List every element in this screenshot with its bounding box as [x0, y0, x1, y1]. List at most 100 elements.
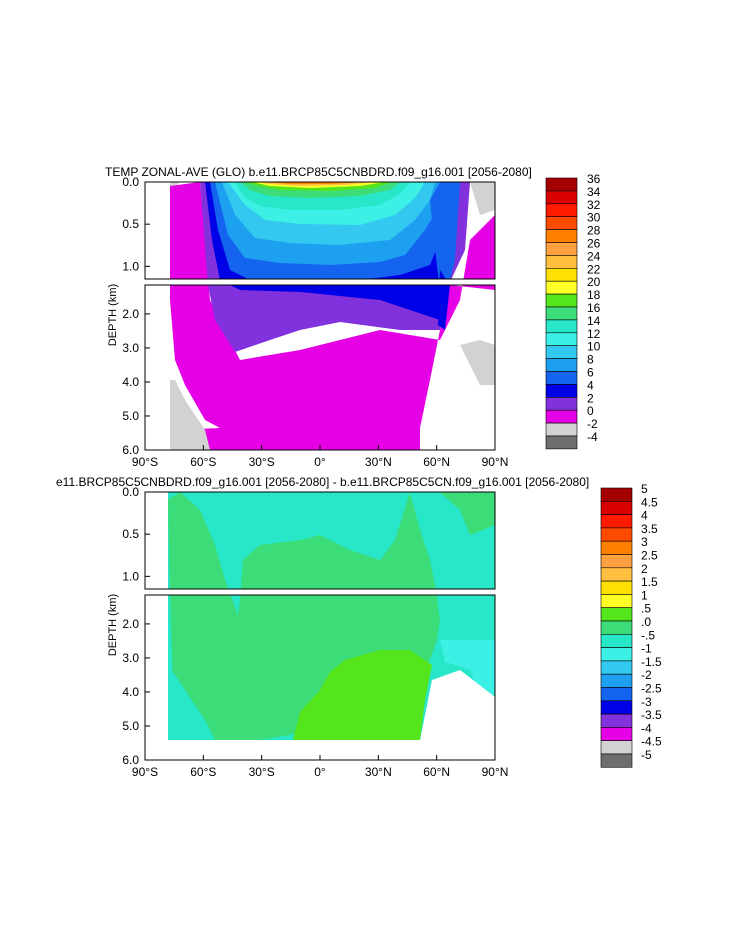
colorbar-label: -5 — [641, 748, 652, 762]
colorbar-swatch — [600, 527, 633, 542]
colorbar-swatch — [545, 203, 578, 218]
panel2-ylabel: DEPTH (km) — [107, 594, 119, 656]
colorbar-swatch — [600, 554, 633, 569]
colorbar-label: 30 — [587, 211, 601, 225]
colorbar-label: 4.5 — [641, 495, 658, 509]
colorbar-swatch — [600, 687, 633, 702]
colorbar-label: 16 — [587, 301, 601, 315]
colorbar-label: 2.5 — [641, 549, 658, 563]
colorbar-label: -2 — [587, 417, 598, 431]
x-tick-label: 60°S — [190, 455, 216, 469]
colorbar-swatch — [545, 384, 578, 398]
colorbar-swatch — [545, 319, 578, 334]
colorbar-label: 0 — [587, 404, 594, 418]
colorbar-swatch — [545, 396, 578, 411]
x-tick-label: 90°N — [482, 455, 509, 469]
colorbar-label: -1.5 — [641, 655, 662, 669]
x-tick-label: 0° — [314, 765, 326, 779]
colorbar-swatch — [600, 607, 633, 622]
panel2-depth-break — [145, 589, 495, 595]
colorbar-label: 1 — [641, 588, 648, 602]
colorbar-swatch — [600, 500, 633, 515]
colorbar-swatch — [600, 567, 633, 582]
colorbar-label: 28 — [587, 224, 601, 238]
y-tick-label: 5.0 — [122, 719, 139, 733]
x-tick-label: 90°N — [482, 765, 509, 779]
colorbar-swatch — [600, 594, 633, 609]
colorbar-label: -1 — [641, 642, 652, 656]
colorbar-label: .0 — [641, 615, 651, 629]
colorbar-swatch — [545, 190, 578, 205]
colorbar-swatch — [545, 280, 578, 295]
colorbar-label: -4 — [641, 721, 652, 735]
y-tick-label: 2.0 — [122, 617, 139, 631]
x-tick-label: 60°N — [423, 455, 450, 469]
colorbar-label: -4 — [587, 430, 598, 444]
y-tick-label: 6.0 — [122, 443, 139, 457]
colorbar-swatch — [545, 435, 578, 450]
colorbar-label: 24 — [587, 249, 601, 263]
colorbar-label: 2 — [641, 562, 648, 576]
colorbar-swatch — [545, 371, 578, 385]
y-tick-label: 0.5 — [122, 217, 139, 231]
colorbar-swatch — [600, 673, 633, 688]
y-tick-label: 1.0 — [122, 259, 139, 273]
colorbar-swatch — [600, 713, 633, 728]
y-tick-label: 2.0 — [122, 307, 139, 321]
colorbar-label: 2 — [587, 391, 594, 405]
x-tick-label: 90°S — [132, 455, 158, 469]
x-tick-label: 60°S — [190, 765, 216, 779]
colorbar-swatch — [600, 647, 633, 662]
panel1-y-axis: 0.0 0.5 1.0 2.0 3.0 4.0 5.0 6.0 — [122, 175, 150, 457]
y-tick-label: 4.0 — [122, 375, 139, 389]
colorbar-label: 34 — [587, 185, 601, 199]
y-tick-label: 0.5 — [122, 527, 139, 541]
colorbar-swatch — [600, 660, 633, 675]
x-tick-label: 0° — [314, 455, 326, 469]
colorbar-swatch — [545, 216, 578, 230]
colorbar-label: 3 — [641, 535, 648, 549]
panel2-y-axis: 0.0 0.5 1.0 2.0 3.0 4.0 5.0 6.0 — [122, 485, 150, 767]
colorbar-label: 1.5 — [641, 575, 658, 589]
colorbar-swatch — [545, 332, 578, 346]
panel2-upper-frame — [144, 491, 496, 590]
colorbar-swatch — [600, 740, 633, 755]
y-tick-label: 0.0 — [122, 485, 139, 499]
colorbar-label: -2.5 — [641, 682, 662, 696]
x-tick-label: 60°N — [423, 765, 450, 779]
colorbar-label: -3 — [641, 695, 652, 709]
colorbar-label: 32 — [587, 198, 601, 212]
panel1-x-axis: 90°S 60°S 30°S 0° 30°N 60°N 90°N — [132, 445, 508, 469]
colorbar-swatch — [545, 293, 578, 308]
y-tick-label: 0.0 — [122, 175, 139, 189]
colorbar-swatch — [545, 267, 578, 282]
colorbar-label: 4 — [587, 378, 594, 392]
x-tick-label: 30°N — [365, 455, 392, 469]
colorbar-label: 6 — [587, 366, 594, 380]
y-tick-label: 1.0 — [122, 569, 139, 583]
colorbar-swatch — [545, 358, 578, 372]
panel1-title: TEMP ZONAL-AVE (GLO) b.e11.BRCP85C5CNBDR… — [105, 165, 532, 179]
colorbar-label: 12 — [587, 327, 601, 341]
colorbar-label: 3.5 — [641, 522, 658, 536]
colorbar-swatch — [545, 409, 578, 424]
panel2-title: e11.BRCP85C5CNBDRD.f09_g16.001 [2056-208… — [56, 475, 589, 489]
colorbar-label: 22 — [587, 262, 601, 276]
colorbar-label: 10 — [587, 340, 601, 354]
colorbar-swatch — [545, 242, 578, 256]
colorbar-swatch — [545, 422, 578, 437]
colorbar-swatch — [600, 633, 633, 648]
colorbar-swatch — [545, 177, 578, 192]
colorbar-label: 4 — [641, 509, 648, 523]
colorbar-swatch — [600, 514, 633, 529]
x-tick-label: 30°S — [249, 765, 275, 779]
colorbar-swatch — [545, 229, 578, 243]
colorbar-swatch — [600, 700, 633, 715]
x-tick-label: 30°S — [249, 455, 275, 469]
colorbar-label: -3.5 — [641, 708, 662, 722]
colorbar-label: -2 — [641, 668, 652, 682]
y-tick-label: 3.0 — [122, 341, 139, 355]
colorbar-label: 8 — [587, 353, 594, 367]
